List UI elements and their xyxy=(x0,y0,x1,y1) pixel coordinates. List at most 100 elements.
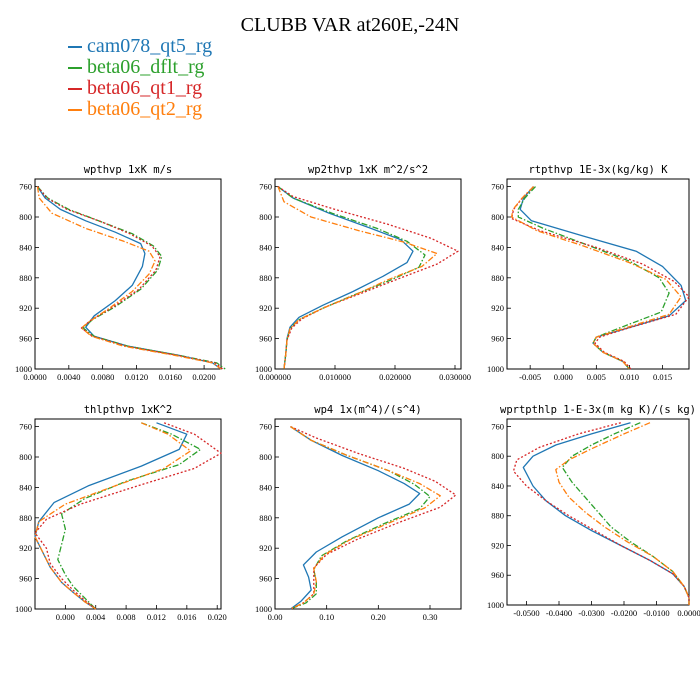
y-tick-label: 800 xyxy=(491,212,504,222)
x-tick-label: 0.016 xyxy=(177,612,196,622)
legend-swatch xyxy=(68,108,82,111)
series-line xyxy=(555,422,690,605)
y-tick-label: 840 xyxy=(19,482,32,492)
y-tick-label: 880 xyxy=(19,513,32,523)
y-tick-label: 760 xyxy=(491,182,504,192)
y-tick-label: 880 xyxy=(259,273,272,283)
x-tick-label: -0.0400 xyxy=(546,608,572,618)
y-tick-label: 880 xyxy=(491,511,504,521)
y-tick-label: 840 xyxy=(491,481,504,491)
y-tick-label: 840 xyxy=(19,242,32,252)
y-tick-label: 960 xyxy=(259,574,272,584)
panel-title: wp2thvp 1xK m^2/s^2 xyxy=(308,164,428,176)
y-tick-label: 800 xyxy=(19,452,32,462)
x-tick-label: 0.000 xyxy=(56,612,75,622)
x-tick-label: 0.0160 xyxy=(159,372,182,382)
x-tick-label: 0.30 xyxy=(423,612,438,622)
x-tick-label: 0.000000 xyxy=(259,372,291,382)
plot-frame xyxy=(274,178,462,370)
y-tick-label: 920 xyxy=(259,543,272,553)
plot-frame xyxy=(274,418,462,610)
legend-item: cam078_qt5_rg xyxy=(68,36,212,57)
series-line xyxy=(36,186,222,370)
y-tick-label: 920 xyxy=(19,303,32,313)
series-line xyxy=(34,422,188,610)
series-line xyxy=(510,186,690,370)
y-tick-label: 1000 xyxy=(255,364,272,374)
figure-title: CLUBB VAR at260E,-24N xyxy=(240,14,460,36)
y-tick-label: 800 xyxy=(259,452,272,462)
y-tick-label: 920 xyxy=(259,303,272,313)
y-tick-label: 960 xyxy=(259,334,272,344)
x-tick-label: -0.0100 xyxy=(643,608,669,618)
legend-item: beta06_qt1_rg xyxy=(68,78,212,99)
series-line xyxy=(37,186,226,370)
y-tick-label: 760 xyxy=(259,422,272,432)
x-tick-label: 0.012 xyxy=(147,612,166,622)
y-tick-label: 760 xyxy=(19,182,32,192)
x-tick-label: 0.020000 xyxy=(379,372,411,382)
y-tick-label: 760 xyxy=(19,422,32,432)
x-tick-label: 0.00 xyxy=(268,612,283,622)
series-line xyxy=(522,422,690,605)
y-tick-label: 960 xyxy=(19,574,32,584)
y-tick-label: 760 xyxy=(259,182,272,192)
series-line xyxy=(512,422,690,605)
series-line xyxy=(290,426,421,610)
x-tick-label: -0.0500 xyxy=(513,608,539,618)
x-tick-label: 0.015 xyxy=(653,372,672,382)
x-tick-label: 0.000 xyxy=(554,372,573,382)
x-tick-label: -0.0200 xyxy=(611,608,637,618)
y-tick-label: 880 xyxy=(19,273,32,283)
y-tick-label: 800 xyxy=(259,212,272,222)
x-tick-label: 0.0000 xyxy=(23,372,46,382)
plot-frame xyxy=(506,178,690,370)
x-tick-label: -0.0300 xyxy=(578,608,604,618)
y-tick-label: 880 xyxy=(259,513,272,523)
y-tick-label: 800 xyxy=(491,451,504,461)
y-tick-label: 880 xyxy=(491,273,504,283)
panel-title: wp4 1x(m^4)/(s^4) xyxy=(314,404,421,416)
x-tick-label: -0.005 xyxy=(519,372,541,382)
x-tick-label: 0.008 xyxy=(117,612,136,622)
y-tick-label: 760 xyxy=(491,421,504,431)
plot-frame xyxy=(506,418,690,606)
panel-title: rtpthvp 1E-3x(kg/kg) K xyxy=(528,164,668,176)
series-line xyxy=(36,186,222,370)
y-tick-label: 1000 xyxy=(15,604,32,614)
series-line xyxy=(561,422,690,605)
series-line xyxy=(57,422,202,610)
plot-frame xyxy=(34,418,222,610)
legend-label: beta06_qt1_rg xyxy=(87,77,203,99)
legend-label: cam078_qt5_rg xyxy=(87,35,213,57)
panel-title: wpthvp 1xK m/s xyxy=(84,164,173,176)
series-line xyxy=(34,422,192,610)
y-tick-label: 1000 xyxy=(487,364,504,374)
x-tick-label: 0.10 xyxy=(319,612,334,622)
legend-label: beta06_dflt_rg xyxy=(87,56,205,78)
series-line xyxy=(519,186,687,370)
legend-swatch xyxy=(68,45,82,48)
legend-item: beta06_qt2_rg xyxy=(68,99,212,120)
x-tick-label: 0.0000 xyxy=(677,608,700,618)
x-tick-label: 0.20 xyxy=(371,612,386,622)
y-tick-label: 960 xyxy=(491,334,504,344)
y-tick-label: 840 xyxy=(491,242,504,252)
series-line xyxy=(517,186,670,370)
legend-label: beta06_qt2_rg xyxy=(87,98,203,120)
x-tick-label: 0.0080 xyxy=(91,372,114,382)
y-tick-label: 1000 xyxy=(487,600,504,610)
legend-swatch xyxy=(68,66,82,69)
legend: cam078_qt5_rg beta06_dflt_rg beta06_qt1_… xyxy=(68,36,212,120)
panel-title: thlpthvp 1xK^2 xyxy=(84,404,173,416)
series-line xyxy=(290,426,431,610)
series-line xyxy=(277,186,459,370)
y-tick-label: 1000 xyxy=(255,604,272,614)
x-tick-label: 0.030000 xyxy=(439,372,471,382)
y-tick-label: 800 xyxy=(19,212,32,222)
panel-title: wprtpthlp 1-E-3x(m kg K)/(s kg) xyxy=(500,404,696,416)
x-tick-label: 0.005 xyxy=(587,372,606,382)
x-tick-label: 0.010 xyxy=(620,372,639,382)
